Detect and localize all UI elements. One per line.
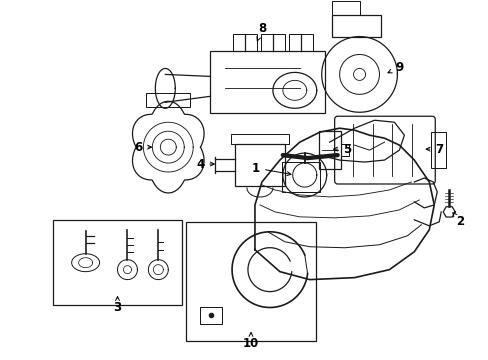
Text: 8: 8 bbox=[256, 22, 265, 41]
Text: 4: 4 bbox=[196, 158, 214, 171]
Bar bbox=[281, 162, 319, 192]
Bar bbox=[261, 33, 285, 51]
Text: 1: 1 bbox=[251, 162, 290, 176]
Bar bbox=[186, 222, 315, 341]
Bar bbox=[331, 1, 359, 15]
Bar bbox=[53, 220, 182, 305]
Text: 9: 9 bbox=[387, 61, 403, 74]
Bar bbox=[146, 93, 190, 107]
Text: 5: 5 bbox=[333, 143, 351, 156]
Text: 2: 2 bbox=[452, 213, 463, 228]
Text: 7: 7 bbox=[426, 143, 443, 156]
Bar bbox=[210, 51, 324, 113]
Text: 3: 3 bbox=[113, 297, 122, 314]
Bar bbox=[235, 144, 285, 186]
Text: 10: 10 bbox=[243, 333, 259, 350]
Bar bbox=[200, 306, 222, 324]
Bar bbox=[318, 131, 340, 169]
Bar bbox=[230, 134, 288, 144]
Text: 6: 6 bbox=[134, 141, 151, 154]
Bar bbox=[288, 33, 312, 51]
Bar bbox=[430, 132, 446, 168]
Bar bbox=[233, 33, 256, 51]
Bar bbox=[340, 144, 348, 156]
Bar bbox=[331, 15, 381, 37]
